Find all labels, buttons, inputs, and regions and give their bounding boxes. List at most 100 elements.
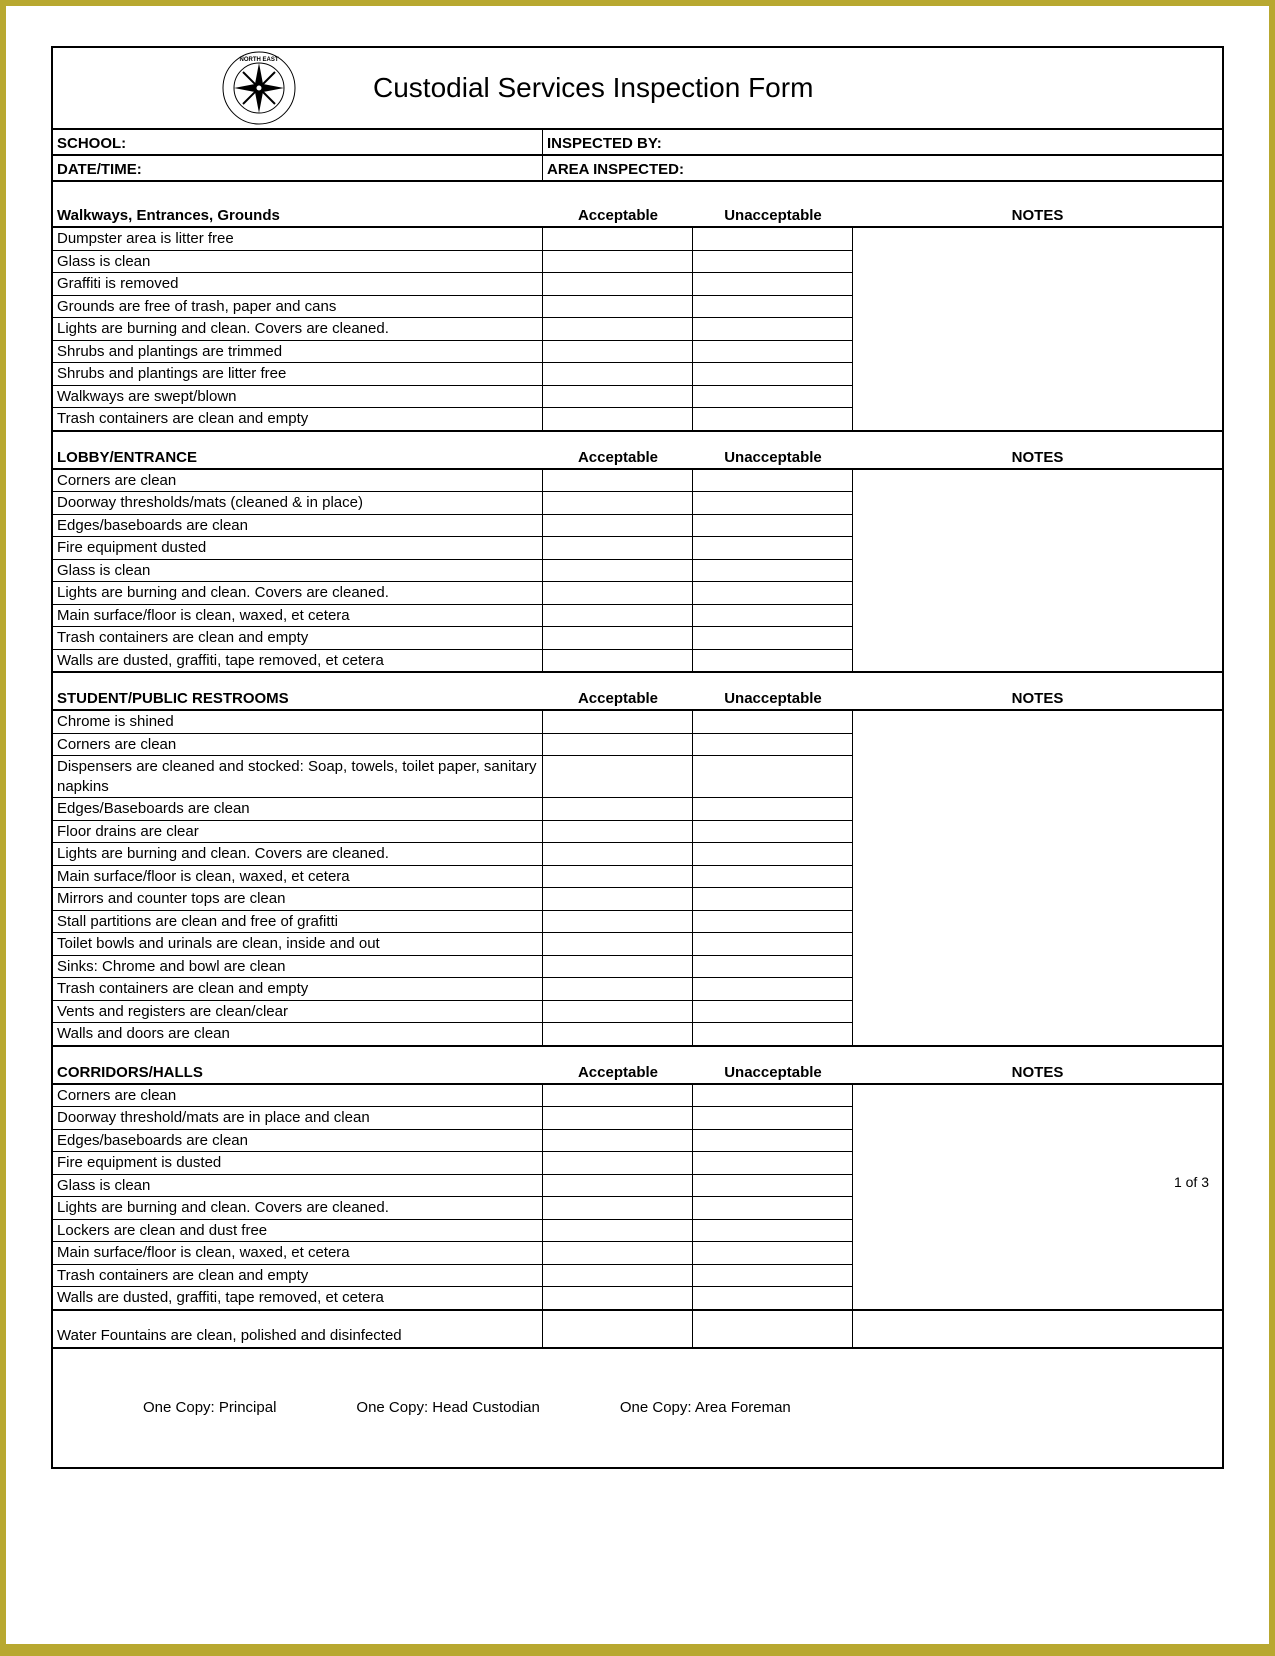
notes-cell[interactable] <box>853 296 1222 319</box>
acceptable-cell[interactable] <box>543 933 693 956</box>
notes-cell[interactable] <box>853 1265 1222 1288</box>
notes-cell[interactable] <box>853 911 1222 934</box>
acceptable-cell[interactable] <box>543 296 693 319</box>
notes-cell[interactable] <box>853 1130 1222 1153</box>
unacceptable-cell[interactable] <box>693 296 853 319</box>
notes-cell[interactable] <box>853 821 1222 844</box>
unacceptable-cell[interactable] <box>693 978 853 1001</box>
notes-cell[interactable] <box>853 1287 1222 1309</box>
notes-cell[interactable] <box>853 363 1222 386</box>
unacceptable-cell[interactable] <box>693 866 853 889</box>
notes-cell[interactable] <box>853 273 1222 296</box>
notes-cell[interactable] <box>853 756 1222 798</box>
unacceptable-cell[interactable] <box>693 756 853 798</box>
unacceptable-cell[interactable] <box>693 798 853 821</box>
acceptable-cell[interactable] <box>543 756 693 798</box>
notes-cell[interactable] <box>853 866 1222 889</box>
acceptable-cell[interactable] <box>543 408 693 430</box>
acceptable-cell[interactable] <box>543 1085 693 1108</box>
unacceptable-cell[interactable] <box>693 933 853 956</box>
acceptable-cell[interactable] <box>543 911 693 934</box>
notes-cell[interactable] <box>853 734 1222 757</box>
notes-cell[interactable] <box>853 1023 1222 1045</box>
unacceptable-cell[interactable] <box>693 1265 853 1288</box>
acceptable-cell[interactable] <box>543 1220 693 1243</box>
unacceptable-cell[interactable] <box>693 273 853 296</box>
acceptable-cell[interactable] <box>543 1001 693 1024</box>
acceptable-cell[interactable] <box>543 821 693 844</box>
notes-cell[interactable] <box>853 318 1222 341</box>
unacceptable-cell[interactable] <box>693 888 853 911</box>
unacceptable-cell[interactable] <box>693 386 853 409</box>
acceptable-cell[interactable] <box>543 228 693 251</box>
acceptable-cell[interactable] <box>543 734 693 757</box>
acceptable-cell[interactable] <box>543 711 693 734</box>
unacceptable-cell[interactable] <box>693 492 853 515</box>
notes-cell[interactable] <box>853 251 1222 274</box>
acceptable-cell[interactable] <box>543 605 693 628</box>
notes-cell[interactable] <box>853 956 1222 979</box>
acceptable-cell[interactable] <box>543 251 693 274</box>
notes-cell[interactable] <box>853 582 1222 605</box>
unacceptable-cell[interactable] <box>693 228 853 251</box>
notes-cell[interactable] <box>853 492 1222 515</box>
acceptable-cell[interactable] <box>543 1242 693 1265</box>
acceptable-cell[interactable] <box>543 1023 693 1045</box>
acceptable-cell[interactable] <box>543 843 693 866</box>
unacceptable-cell[interactable] <box>693 1107 853 1130</box>
unacceptable-cell[interactable] <box>693 1152 853 1175</box>
unacceptable-cell[interactable] <box>693 1197 853 1220</box>
acceptable-cell[interactable] <box>543 1152 693 1175</box>
acceptable-cell[interactable] <box>543 273 693 296</box>
acceptable-cell[interactable] <box>543 956 693 979</box>
acceptable-cell[interactable] <box>543 1175 693 1198</box>
acceptable-cell[interactable] <box>543 537 693 560</box>
acceptable-cell[interactable] <box>543 1287 693 1309</box>
notes-cell[interactable] <box>853 933 1222 956</box>
unacceptable-cell[interactable] <box>693 318 853 341</box>
unacceptable-cell[interactable] <box>693 408 853 430</box>
notes-cell[interactable] <box>853 341 1222 364</box>
acceptable-cell[interactable] <box>543 470 693 493</box>
unacceptable-cell[interactable] <box>693 711 853 734</box>
unacceptable-cell[interactable] <box>693 1085 853 1108</box>
acceptable-cell[interactable] <box>543 1265 693 1288</box>
unacceptable-cell[interactable] <box>693 1001 853 1024</box>
notes-cell[interactable] <box>853 711 1222 734</box>
acceptable-cell[interactable] <box>543 492 693 515</box>
notes-cell[interactable] <box>853 515 1222 538</box>
unacceptable-cell[interactable] <box>693 251 853 274</box>
acceptable-cell[interactable] <box>543 318 693 341</box>
notes-cell[interactable] <box>853 560 1222 583</box>
unacceptable-cell[interactable] <box>693 911 853 934</box>
acceptable-cell[interactable] <box>543 888 693 911</box>
acceptable-cell[interactable] <box>543 627 693 650</box>
acceptable-cell[interactable] <box>543 866 693 889</box>
notes-cell[interactable] <box>853 978 1222 1001</box>
water-fountain-unacceptable[interactable] <box>693 1311 853 1347</box>
notes-cell[interactable] <box>853 408 1222 430</box>
notes-cell[interactable] <box>853 1197 1222 1220</box>
unacceptable-cell[interactable] <box>693 341 853 364</box>
notes-cell[interactable] <box>853 1175 1222 1198</box>
unacceptable-cell[interactable] <box>693 1130 853 1153</box>
notes-cell[interactable] <box>853 386 1222 409</box>
acceptable-cell[interactable] <box>543 386 693 409</box>
unacceptable-cell[interactable] <box>693 1287 853 1309</box>
notes-cell[interactable] <box>853 228 1222 251</box>
unacceptable-cell[interactable] <box>693 956 853 979</box>
unacceptable-cell[interactable] <box>693 843 853 866</box>
unacceptable-cell[interactable] <box>693 821 853 844</box>
acceptable-cell[interactable] <box>543 582 693 605</box>
unacceptable-cell[interactable] <box>693 560 853 583</box>
acceptable-cell[interactable] <box>543 341 693 364</box>
notes-cell[interactable] <box>853 605 1222 628</box>
notes-cell[interactable] <box>853 1220 1222 1243</box>
notes-cell[interactable] <box>853 888 1222 911</box>
acceptable-cell[interactable] <box>543 978 693 1001</box>
unacceptable-cell[interactable] <box>693 470 853 493</box>
acceptable-cell[interactable] <box>543 1197 693 1220</box>
unacceptable-cell[interactable] <box>693 363 853 386</box>
unacceptable-cell[interactable] <box>693 515 853 538</box>
notes-cell[interactable] <box>853 650 1222 672</box>
